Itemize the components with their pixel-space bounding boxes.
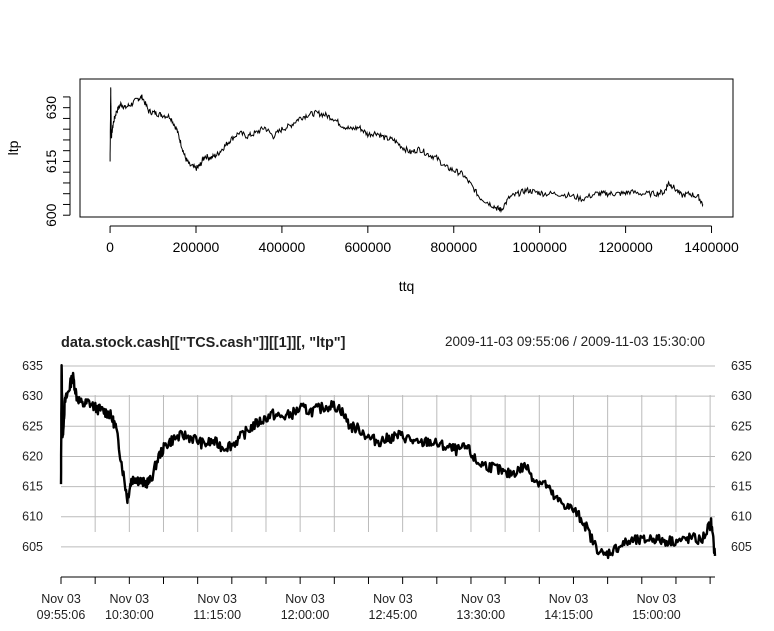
- x-tick-label-date: Nov 03: [461, 592, 501, 606]
- y-tick-label-left: 630: [22, 389, 43, 403]
- x-tick-label-date: Nov 03: [373, 592, 413, 606]
- x-tick-label-time: 15:00:00: [632, 608, 681, 622]
- y-tick-label-right: 610: [731, 510, 752, 524]
- x-tick-label-date: Nov 03: [41, 592, 81, 606]
- x-axis-label: ttq: [399, 278, 415, 294]
- x-tick-label-date: Nov 03: [285, 592, 325, 606]
- ltp-series-line: [109, 87, 704, 214]
- y-tick-label-left: 635: [22, 359, 43, 373]
- y-tick-label-right: 625: [731, 419, 752, 433]
- x-tick-label-date: Nov 03: [197, 592, 237, 606]
- y-tick-label-right: 630: [731, 389, 752, 403]
- y-tick-label: 615: [43, 150, 59, 174]
- y-tick-label-right: 635: [731, 359, 752, 373]
- y-tick-label: 600: [43, 203, 59, 227]
- y-tick-label-left: 610: [22, 510, 43, 524]
- x-tick-label: 1200000: [598, 239, 653, 255]
- x-tick-label: 400000: [259, 239, 306, 255]
- y-tick-label-left: 615: [22, 480, 43, 494]
- x-tick-label-date: Nov 03: [549, 592, 589, 606]
- chart2-title: data.stock.cash[["TCS.cash"]][[1]][, "lt…: [61, 335, 346, 351]
- y-tick-label-left: 625: [22, 419, 43, 433]
- x-tick-label: 600000: [344, 239, 391, 255]
- x-tick-label-time: 09:55:06: [37, 608, 86, 622]
- x-tick-label-time: 11:15:00: [193, 608, 241, 622]
- x-tick-label-date: Nov 03: [110, 592, 150, 606]
- x-tick-label-time: 14:15:00: [544, 608, 593, 622]
- plot-frame: [79, 78, 734, 218]
- chart2-date-range: 2009-11-03 09:55:06 / 2009-11-03 15:30:0…: [445, 334, 705, 349]
- bottom-chart: data.stock.cash[["TCS.cash"]][[1]][, "lt…: [22, 334, 752, 622]
- y-tick-label-right: 605: [731, 540, 752, 554]
- y-tick-label-left: 605: [22, 540, 43, 554]
- y-axis-label: ltp: [5, 140, 21, 155]
- y-tick-label-right: 620: [731, 449, 752, 463]
- y-tick-label-right: 615: [731, 480, 752, 494]
- x-tick-label-time: 10:30:00: [105, 608, 154, 622]
- x-tick-label: 1000000: [512, 239, 567, 255]
- x-tick-label-date: Nov 03: [637, 592, 677, 606]
- x-tick-label: 0: [106, 239, 114, 255]
- ltp-timeseries-line: [59, 364, 717, 560]
- x-tick-label: 1400000: [684, 239, 739, 255]
- x-tick-label: 200000: [173, 239, 220, 255]
- x-tick-label-time: 12:45:00: [369, 608, 418, 622]
- y-tick-label-left: 620: [22, 449, 43, 463]
- x-tick-label: 800000: [430, 239, 477, 255]
- x-tick-label-time: 13:30:00: [456, 608, 505, 622]
- y-tick-label: 630: [43, 96, 59, 120]
- x-tick-label-time: 12:00:00: [281, 608, 330, 622]
- top-chart: 0 200000 400000 600000 800000 1000000 1200000 1…: [5, 78, 739, 294]
